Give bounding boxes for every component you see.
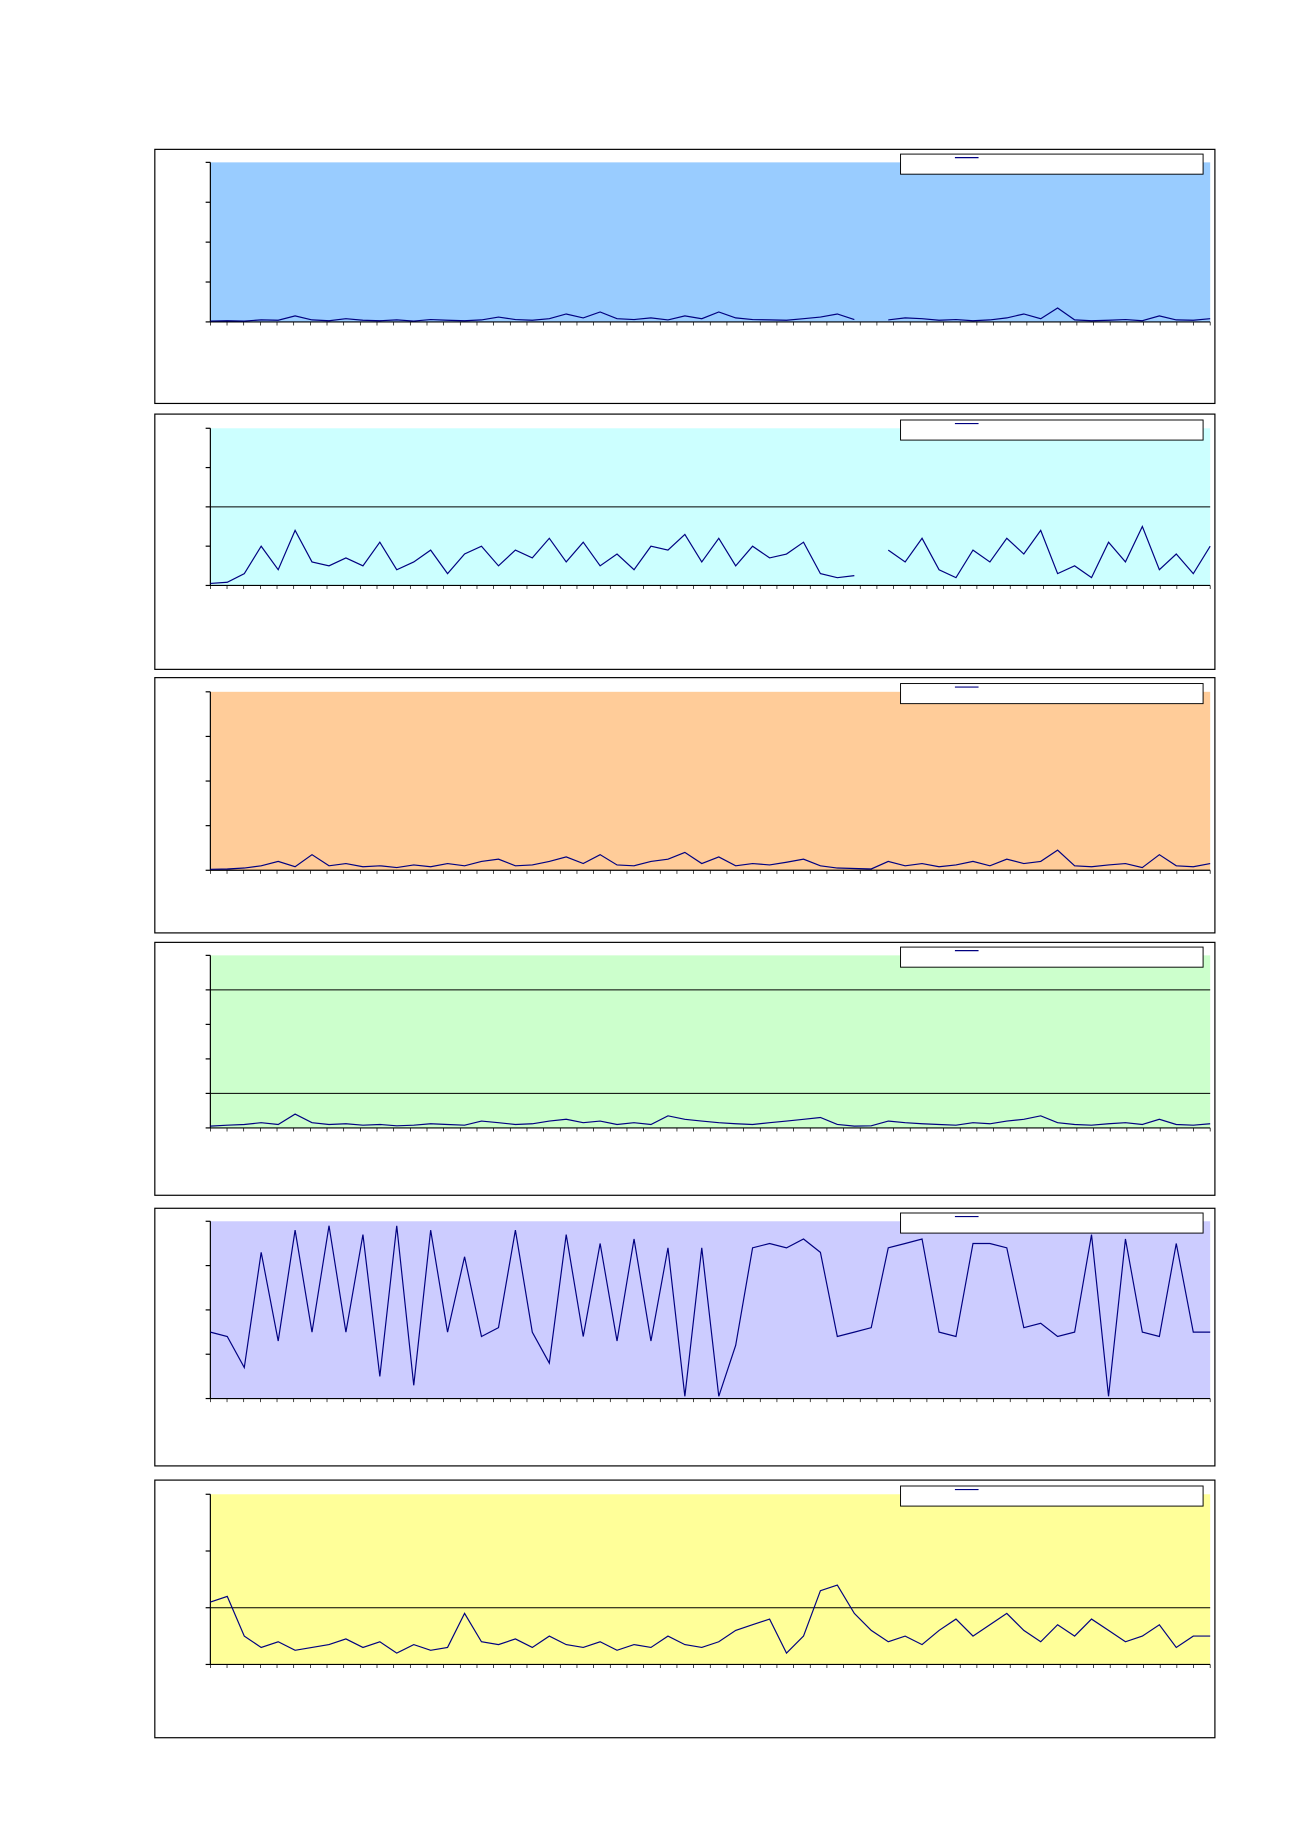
plot-area: [210, 162, 1211, 322]
data-line: [210, 1225, 1211, 1397]
plot-area: [210, 1221, 1211, 1399]
data-line: [210, 1113, 1211, 1127]
legend-box: [900, 683, 1204, 705]
data-line: [210, 1584, 1211, 1655]
legend-box: [900, 419, 1204, 441]
plot-area: [210, 1494, 1211, 1665]
legend-box: [900, 946, 1204, 968]
plot-area: [210, 691, 1211, 871]
legend-box: [900, 153, 1204, 175]
plot-area: [210, 955, 1211, 1128]
data-line: [210, 849, 1211, 870]
legend-box: [900, 1485, 1204, 1507]
data-line: [210, 524, 1211, 585]
data-line: [210, 307, 1211, 322]
legend-box: [900, 1212, 1204, 1234]
